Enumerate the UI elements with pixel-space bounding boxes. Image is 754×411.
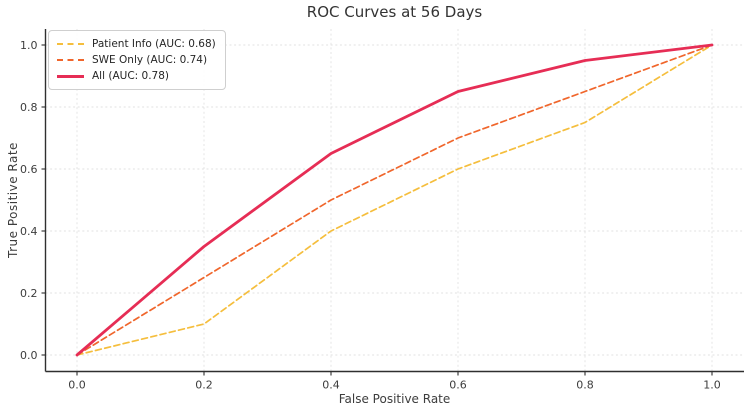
roc-curve-patient-info xyxy=(76,44,713,356)
legend-item-swe-only: SWE Only (AUC: 0.74) xyxy=(57,52,216,68)
axis-tick-labels: 0.0 0.2 0.4 0.6 0.8 1.0 0.0 0.2 0.4 0.6 0.8 1.0 xyxy=(20,39,721,392)
y-tick-label: 0.2 xyxy=(20,287,38,300)
legend-line-sample-patient-info xyxy=(57,43,84,45)
x-tick-label: 0.6 xyxy=(449,379,467,392)
axis-spines xyxy=(44,29,744,373)
y-tick-label: 1.0 xyxy=(20,39,38,52)
x-axis-label: False Positive Rate xyxy=(338,392,451,406)
roc-curve-all xyxy=(75,43,714,357)
x-tick-label: 0.2 xyxy=(195,379,213,392)
x-tick-label: 1.0 xyxy=(703,379,721,392)
chart-title: ROC Curves at 56 Days xyxy=(306,3,483,21)
legend-item-patient-info: Patient Info (AUC: 0.68) xyxy=(57,36,216,52)
x-tick-label: 0.8 xyxy=(576,379,594,392)
y-tick-label: 0.8 xyxy=(20,101,38,114)
legend-item-all: All (AUC: 0.78) xyxy=(57,68,216,84)
legend-label-all: All (AUC: 0.78) xyxy=(92,70,170,82)
legend-line-sample-all xyxy=(57,74,84,78)
y-tick-label: 0.6 xyxy=(20,163,38,176)
y-tick-label: 0.4 xyxy=(20,225,38,238)
legend: Patient Info (AUC: 0.68) SWE Only (AUC: … xyxy=(48,30,226,90)
roc-curve-swe-only xyxy=(76,44,713,356)
legend-label-swe-only: SWE Only (AUC: 0.74) xyxy=(92,54,208,66)
legend-label-patient-info: Patient Info (AUC: 0.68) xyxy=(92,38,216,50)
axis-ticks xyxy=(41,44,713,376)
roc-curves xyxy=(75,43,714,357)
y-tick-label: 0.0 xyxy=(20,349,38,362)
legend-line-sample-swe-only xyxy=(57,59,84,61)
x-tick-label: 0.0 xyxy=(68,379,86,392)
x-tick-label: 0.4 xyxy=(322,379,340,392)
y-axis-label: True Positive Rate xyxy=(6,142,20,258)
